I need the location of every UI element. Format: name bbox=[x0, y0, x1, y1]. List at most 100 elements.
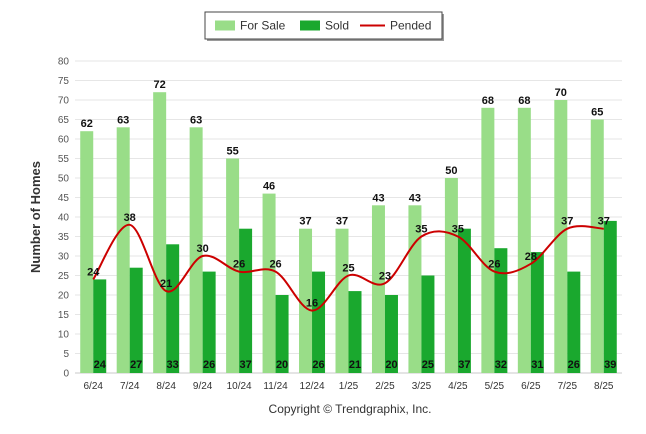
y-tick-label: 5 bbox=[63, 349, 69, 360]
x-tick-label: 7/25 bbox=[558, 381, 578, 392]
bar-series bbox=[80, 92, 617, 374]
sold-bar bbox=[129, 267, 143, 373]
x-tick-label: 1/25 bbox=[339, 381, 359, 392]
for-sale-value-label: 63 bbox=[117, 114, 129, 126]
sold-value-label: 33 bbox=[167, 359, 179, 371]
pended-value-label: 26 bbox=[269, 259, 281, 271]
pended-value-label: 21 bbox=[160, 278, 172, 290]
sold-bar bbox=[275, 295, 289, 373]
y-tick-label: 60 bbox=[58, 135, 70, 146]
for-sale-value-label: 65 bbox=[591, 107, 603, 119]
sold-value-label: 27 bbox=[130, 359, 142, 371]
y-tick-label: 70 bbox=[58, 96, 70, 107]
y-tick-label: 20 bbox=[58, 291, 70, 302]
x-tick-label: 6/24 bbox=[83, 381, 103, 392]
for-sale-bar bbox=[517, 107, 531, 374]
for-sale-value-label: 46 bbox=[263, 181, 275, 193]
for-sale-bar bbox=[226, 158, 240, 373]
for-sale-value-label: 55 bbox=[226, 146, 238, 158]
y-tick-label: 30 bbox=[58, 252, 70, 263]
y-axis-title: Number of Homes bbox=[28, 161, 43, 273]
y-tick-label: 65 bbox=[58, 115, 70, 126]
x-tick-label: 4/25 bbox=[448, 381, 468, 392]
chart-legend: For Sale Sold Pended bbox=[204, 11, 444, 41]
y-tick-label: 55 bbox=[58, 154, 70, 165]
y-tick-label: 15 bbox=[58, 310, 70, 321]
x-tick-label: 8/25 bbox=[594, 381, 614, 392]
for-sale-bar bbox=[444, 178, 458, 373]
pended-value-label: 35 bbox=[415, 224, 427, 236]
sold-value-label: 21 bbox=[349, 359, 361, 371]
x-tick-label: 12/24 bbox=[300, 381, 325, 392]
legend-sold-swatch bbox=[300, 20, 320, 31]
for-sale-bar bbox=[116, 127, 130, 373]
for-sale-bar bbox=[371, 205, 385, 373]
sold-bar bbox=[530, 252, 544, 373]
pended-value-label: 16 bbox=[306, 298, 318, 310]
for-sale-bar bbox=[262, 193, 276, 373]
pended-value-label: 28 bbox=[525, 251, 537, 263]
y-tick-label: 35 bbox=[58, 232, 70, 243]
pended-line-series bbox=[92, 223, 604, 312]
sold-value-label: 39 bbox=[604, 359, 616, 371]
pended-value-label: 25 bbox=[342, 263, 354, 275]
sold-value-label: 24 bbox=[94, 359, 107, 371]
sold-bar bbox=[239, 228, 253, 373]
sold-value-label: 32 bbox=[495, 359, 507, 371]
x-tick-label: 11/24 bbox=[263, 381, 288, 392]
y-tick-label: 75 bbox=[58, 76, 70, 87]
pended-value-label: 37 bbox=[561, 216, 573, 228]
pended-value-label: 26 bbox=[488, 259, 500, 271]
for-sale-value-label: 37 bbox=[299, 216, 311, 228]
y-tick-label: 25 bbox=[58, 271, 70, 282]
legend-sold-label: Sold bbox=[325, 19, 349, 33]
x-tick-label: 8/24 bbox=[156, 381, 176, 392]
legend-for-sale-swatch bbox=[215, 20, 235, 31]
sold-value-label: 26 bbox=[203, 359, 215, 371]
x-tick-label: 9/24 bbox=[193, 381, 213, 392]
sold-bar bbox=[603, 220, 617, 373]
for-sale-value-label: 43 bbox=[372, 192, 384, 204]
pended-value-label: 23 bbox=[379, 270, 391, 282]
x-tick-label: 3/25 bbox=[412, 381, 432, 392]
y-tick-label: 0 bbox=[63, 369, 69, 380]
sold-bar bbox=[494, 248, 508, 373]
legend-pended-label: Pended bbox=[390, 19, 431, 33]
x-tick-label: 7/24 bbox=[120, 381, 140, 392]
for-sale-value-label: 72 bbox=[154, 79, 166, 91]
y-tick-label: 45 bbox=[58, 193, 70, 204]
x-tick-label: 2/25 bbox=[375, 381, 395, 392]
for-sale-bar bbox=[80, 131, 94, 373]
x-tick-label: 10/24 bbox=[227, 381, 252, 392]
sold-bar bbox=[348, 291, 362, 373]
for-sale-value-label: 50 bbox=[445, 165, 457, 177]
for-sale-value-label: 43 bbox=[409, 192, 421, 204]
for-sale-bar bbox=[299, 228, 313, 373]
for-sale-value-label: 62 bbox=[81, 118, 93, 130]
pended-value-label: 30 bbox=[197, 243, 209, 255]
x-tick-label: 6/25 bbox=[521, 381, 541, 392]
y-tick-label: 40 bbox=[58, 213, 70, 224]
for-sale-bar bbox=[481, 107, 495, 374]
sold-value-label: 20 bbox=[385, 359, 397, 371]
y-axis: 0 5 10 15 20 25 30 35 40 45 50 55 60 65 70 75 80 bbox=[58, 57, 622, 380]
sold-bar bbox=[166, 244, 180, 373]
for-sale-bar bbox=[189, 127, 203, 373]
for-sale-value-label: 70 bbox=[555, 87, 567, 99]
x-axis: 6/24 7/24 8/24 9/24 10/24 11/24 12/24 1/25 2/25 3… bbox=[83, 381, 613, 392]
data-labels: 62 24 24 63 27 38 72 33 21 63 26 30 55 37 26 46 20 26 37 26… bbox=[81, 79, 617, 371]
for-sale-value-label: 37 bbox=[336, 216, 348, 228]
sold-bar bbox=[457, 228, 471, 373]
sold-bar bbox=[93, 279, 107, 373]
y-tick-label: 10 bbox=[58, 330, 70, 341]
for-sale-bar bbox=[153, 92, 167, 373]
sold-bar bbox=[421, 275, 435, 373]
sold-value-label: 26 bbox=[568, 359, 580, 371]
y-tick-label: 50 bbox=[58, 174, 70, 185]
sold-bar bbox=[384, 295, 398, 373]
legend-frame bbox=[204, 11, 443, 40]
pended-value-label: 26 bbox=[233, 259, 245, 271]
sold-value-label: 25 bbox=[422, 359, 434, 371]
for-sale-value-label: 68 bbox=[518, 95, 530, 107]
